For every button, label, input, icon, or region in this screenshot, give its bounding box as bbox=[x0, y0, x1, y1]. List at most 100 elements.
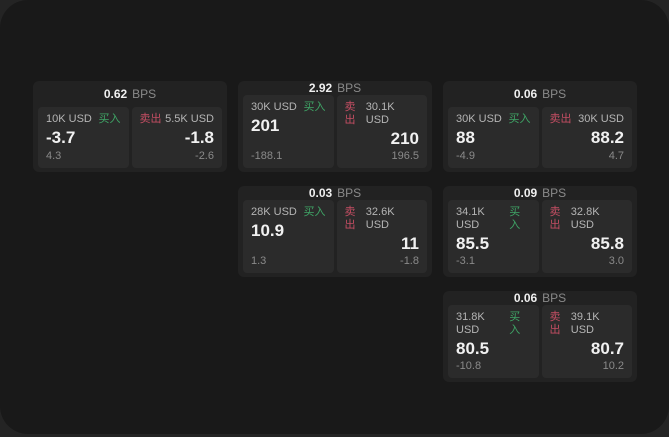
quote-card: 2.92 BPS 30K USD 买入 201 -188.1 卖出 30.1K … bbox=[238, 81, 432, 172]
quote-card: 0.09 BPS 34.1K USD 买入 85.5 -3.1 卖出 32.8K… bbox=[443, 186, 637, 277]
bps-unit-label: BPS bbox=[132, 87, 157, 101]
sell-price-value: -1.8 bbox=[184, 128, 214, 147]
sell-side-label: 卖出 bbox=[549, 206, 561, 231]
sell-delta-value: -1.8 bbox=[400, 255, 419, 267]
card-header: 0.06 BPS bbox=[443, 81, 637, 107]
sell-side-label: 卖出 bbox=[549, 113, 572, 125]
sell-delta-value: 4.7 bbox=[608, 150, 624, 162]
buy-panel[interactable]: 30K USD 买入 88 -4.9 bbox=[448, 107, 539, 168]
bps-unit-label: BPS bbox=[337, 81, 362, 95]
sell-panel-top: 卖出 30.1K USD bbox=[345, 101, 420, 127]
buy-price-value: 201 bbox=[251, 116, 280, 135]
buy-side-label: 买入 bbox=[509, 311, 521, 336]
bps-spread-value: 0.03 bbox=[308, 186, 333, 200]
bps-spread-value: 0.06 bbox=[513, 291, 538, 305]
buy-size-label: 30K USD bbox=[251, 101, 297, 113]
bps-spread-value: 2.92 bbox=[308, 81, 333, 95]
buy-panel-top: 10K USD 买入 bbox=[46, 113, 121, 126]
card-header: 0.62 BPS bbox=[33, 81, 227, 107]
buy-price-value: 88 bbox=[456, 128, 475, 147]
buy-delta-value: -10.8 bbox=[456, 360, 482, 372]
buy-delta-value: -4.9 bbox=[456, 150, 475, 162]
sell-size-label: 5.5K USD bbox=[165, 113, 214, 125]
quote-card: 0.06 BPS 31.8K USD 买入 80.5 -10.8 卖出 39.1… bbox=[443, 291, 637, 382]
buy-side-label: 买入 bbox=[508, 113, 531, 125]
buy-panel-top: 28K USD 买入 bbox=[251, 206, 326, 219]
sell-delta-value: 196.5 bbox=[391, 150, 419, 162]
buy-delta-value: -188.1 bbox=[251, 150, 283, 162]
buy-size-label: 31.8K USD bbox=[456, 311, 485, 336]
buy-price-value: 80.5 bbox=[456, 339, 490, 358]
buy-size-label: 28K USD bbox=[251, 206, 297, 218]
sell-size-label: 32.6K USD bbox=[365, 206, 395, 231]
buy-panel[interactable]: 28K USD 买入 10.9 1.3 bbox=[243, 200, 334, 273]
bps-unit-label: BPS bbox=[542, 186, 567, 200]
sell-panel-top: 卖出 30K USD bbox=[550, 113, 625, 126]
sell-panel[interactable]: 卖出 32.6K USD 11 -1.8 bbox=[336, 200, 427, 273]
buy-price-value: 10.9 bbox=[251, 221, 285, 240]
card-header: 0.06 BPS bbox=[443, 291, 637, 305]
sell-delta-value: -2.6 bbox=[195, 150, 214, 162]
buy-panel[interactable]: 34.1K USD 买入 85.5 -3.1 bbox=[448, 200, 539, 273]
sell-price-value: 80.7 bbox=[590, 339, 624, 358]
quote-panels: 31.8K USD 买入 80.5 -10.8 卖出 39.1K USD 80.… bbox=[443, 305, 637, 378]
buy-side-label: 买入 bbox=[98, 113, 121, 125]
buy-panel-top: 30K USD 买入 bbox=[251, 101, 326, 114]
buy-panel[interactable]: 31.8K USD 买入 80.5 -10.8 bbox=[448, 305, 539, 378]
buy-size-label: 10K USD bbox=[46, 113, 92, 125]
bps-spread-value: 0.06 bbox=[513, 87, 538, 101]
sell-delta-value: 3.0 bbox=[608, 255, 624, 267]
sell-panel[interactable]: 卖出 32.8K USD 85.8 3.0 bbox=[541, 200, 632, 273]
quote-panels: 10K USD 买入 -3.7 4.3 卖出 5.5K USD -1.8 -2.… bbox=[33, 107, 227, 168]
buy-panel-top: 31.8K USD 买入 bbox=[456, 311, 531, 337]
sell-panel[interactable]: 卖出 5.5K USD -1.8 -2.6 bbox=[131, 107, 222, 168]
sell-size-label: 32.8K USD bbox=[570, 206, 600, 231]
sell-panel-top: 卖出 39.1K USD bbox=[550, 311, 625, 337]
buy-side-label: 买入 bbox=[509, 206, 521, 231]
quote-card: 0.03 BPS 28K USD 买入 10.9 1.3 卖出 32.6K US… bbox=[238, 186, 432, 277]
buy-delta-value: 4.3 bbox=[46, 150, 62, 162]
buy-size-label: 30K USD bbox=[456, 113, 502, 125]
card-header: 2.92 BPS bbox=[238, 81, 432, 95]
buy-price-value: 85.5 bbox=[456, 234, 490, 253]
buy-price-value: -3.7 bbox=[46, 128, 76, 147]
buy-panel[interactable]: 10K USD 买入 -3.7 4.3 bbox=[38, 107, 129, 168]
buy-panel-top: 34.1K USD 买入 bbox=[456, 206, 531, 232]
sell-side-label: 卖出 bbox=[344, 101, 356, 126]
card-header: 0.09 BPS bbox=[443, 186, 637, 200]
bps-unit-label: BPS bbox=[542, 291, 567, 305]
sell-panel[interactable]: 卖出 39.1K USD 80.7 10.2 bbox=[541, 305, 632, 378]
buy-panel[interactable]: 30K USD 买入 201 -188.1 bbox=[243, 95, 334, 168]
sell-price-value: 88.2 bbox=[590, 128, 624, 147]
sell-size-label: 30.1K USD bbox=[365, 101, 395, 126]
card-header: 0.03 BPS bbox=[238, 186, 432, 200]
buy-delta-value: -3.1 bbox=[456, 255, 475, 267]
bps-spread-value: 0.09 bbox=[513, 186, 538, 200]
sell-panel-top: 卖出 32.6K USD bbox=[345, 206, 420, 232]
quote-panels: 30K USD 买入 201 -188.1 卖出 30.1K USD 210 1… bbox=[238, 95, 432, 168]
sell-price-value: 210 bbox=[390, 129, 419, 148]
quote-panels: 34.1K USD 买入 85.5 -3.1 卖出 32.8K USD 85.8… bbox=[443, 200, 637, 273]
sell-panel[interactable]: 卖出 30.1K USD 210 196.5 bbox=[336, 95, 427, 168]
sell-panel[interactable]: 卖出 30K USD 88.2 4.7 bbox=[541, 107, 632, 168]
quote-card: 0.06 BPS 30K USD 买入 88 -4.9 卖出 30K USD 8… bbox=[443, 81, 637, 172]
quote-panels: 30K USD 买入 88 -4.9 卖出 30K USD 88.2 4.7 bbox=[443, 107, 637, 168]
quote-panels: 28K USD 买入 10.9 1.3 卖出 32.6K USD 11 -1.8 bbox=[238, 200, 432, 273]
sell-side-label: 卖出 bbox=[139, 113, 162, 125]
cards-grid: 0.62 BPS 10K USD 买入 -3.7 4.3 卖出 5.5K USD… bbox=[33, 81, 637, 382]
buy-panel-top: 30K USD 买入 bbox=[456, 113, 531, 126]
sell-price-value: 11 bbox=[401, 234, 419, 253]
sell-side-label: 卖出 bbox=[344, 206, 356, 231]
bps-unit-label: BPS bbox=[337, 186, 362, 200]
buy-side-label: 买入 bbox=[303, 206, 326, 218]
sell-price-value: 85.8 bbox=[590, 234, 624, 253]
quote-card: 0.62 BPS 10K USD 买入 -3.7 4.3 卖出 5.5K USD… bbox=[33, 81, 227, 172]
sell-side-label: 卖出 bbox=[549, 311, 561, 336]
sell-panel-top: 卖出 5.5K USD bbox=[140, 113, 215, 126]
buy-delta-value: 1.3 bbox=[251, 255, 267, 267]
buy-size-label: 34.1K USD bbox=[456, 206, 485, 231]
sell-delta-value: 10.2 bbox=[602, 360, 624, 372]
sell-size-label: 30K USD bbox=[578, 113, 624, 125]
